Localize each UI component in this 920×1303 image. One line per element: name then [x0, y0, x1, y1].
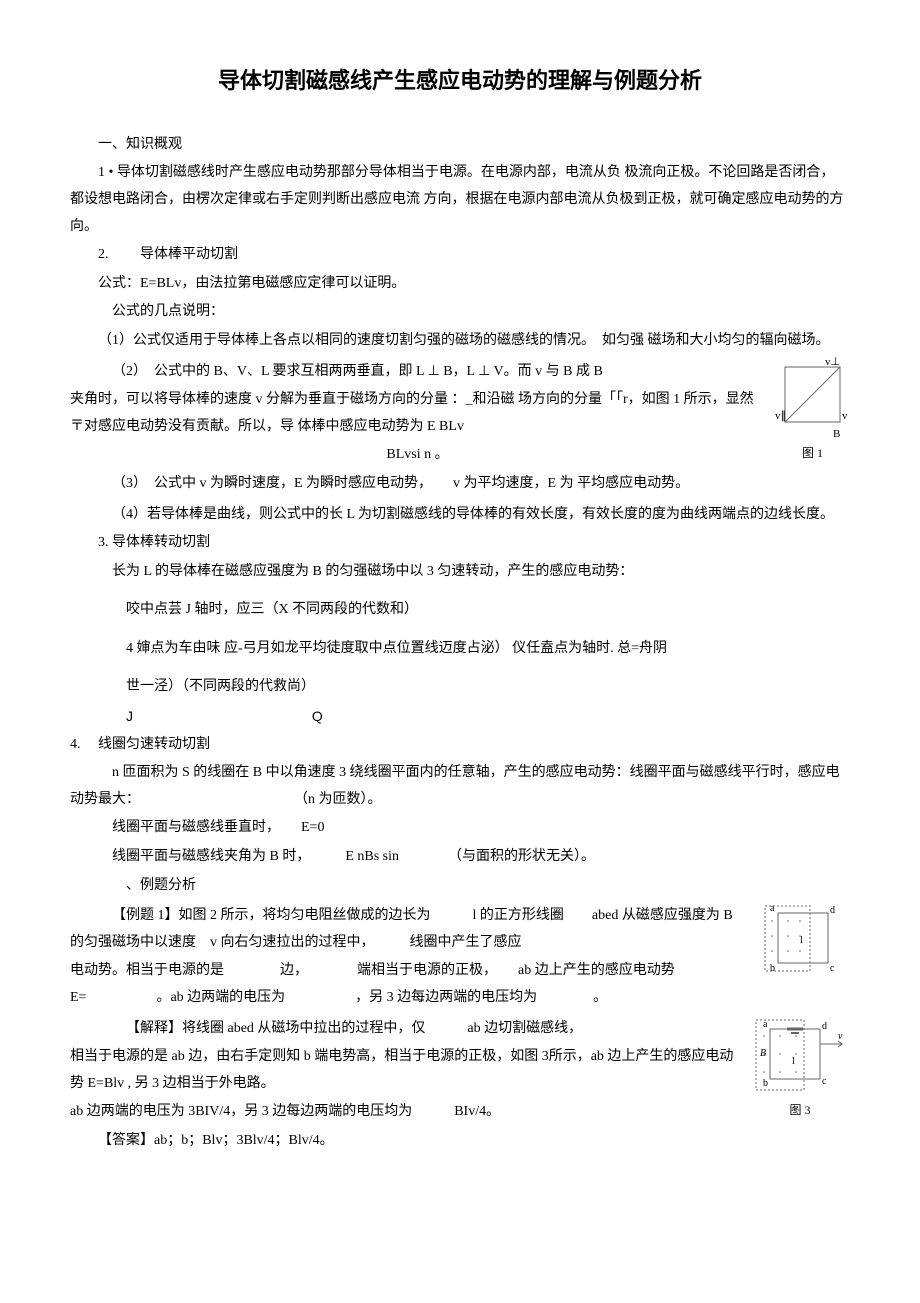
svg-text:a: a [763, 1019, 768, 1030]
explanation-row: 【解释】将线圈 abed 从磁场中拉出的过程中，仅 ab 边切割磁感线， 相当于… [70, 1014, 850, 1157]
answer-text: 【答案】ab；b；Blv；3Blv/4；Blv/4。 [70, 1128, 740, 1155]
figure-3-caption: 图 3 [750, 1099, 850, 1122]
example-1-row: 【例题 1】如图 2 所示，将均匀电阻丝做成的边长为 l 的正方形线圈 abed… [70, 901, 850, 1013]
paragraph: （4）若导体棒是曲线，则公式中的长 L 为切割磁感线的导体棒的有效长度，有效长度… [70, 502, 850, 529]
figure-2: a b c d l [760, 901, 850, 981]
svg-text:B: B [760, 1048, 766, 1059]
svg-text:v⊥: v⊥ [825, 357, 840, 368]
svg-text:a: a [770, 903, 775, 914]
list-label: 导体棒平动切割 [140, 247, 238, 262]
page-title: 导体切割磁感线产生感应电动势的理解与例题分析 [70, 60, 850, 102]
paragraph: 1 • 导体切割磁感线时产生感应电动势那部分导体相当于电源。在电源内部，电流从负… [70, 160, 850, 240]
svg-text:c: c [822, 1076, 827, 1087]
figure-3-svg: a b c d l B v [750, 1014, 850, 1099]
paragraph: 长为 L 的导体棒在磁感应强度为 B 的匀强磁场中以 3 匀速转动，产生的感应电… [70, 559, 850, 586]
list-number: 4. [70, 737, 81, 752]
paragraph: 夹角时，可以将导体棒的速度 v 分解为垂直于磁场方向的分量 ：_和沿磁 场方向的… [70, 387, 765, 440]
svg-text:l: l [792, 1056, 795, 1067]
paragraph: （3） 公式中 v 为瞬时速度，E 为瞬时感应电动势， v 为平均速度，E 为 … [70, 471, 765, 498]
example-1-blanks: 电动势。相当于电源的是 边， 端相当于电源的正极， ab 边上产生的感应电动势 … [70, 958, 750, 1011]
svg-text:v: v [842, 410, 848, 422]
svg-text:d: d [822, 1021, 827, 1032]
figure-1-svg: v⊥ v∥ v B [775, 357, 850, 442]
list-number: 2. [98, 247, 109, 262]
formula-line: 咬中点芸 J 轴时，应三（X 不同两段的代数和） [70, 597, 850, 624]
svg-text:v∥: v∥ [775, 410, 786, 422]
explanation-text: 【解释】将线圈 abed 从磁场中拉出的过程中，仅 ab 边切割磁感线， [70, 1016, 740, 1043]
svg-text:B: B [833, 428, 840, 440]
svg-text:b: b [763, 1078, 768, 1089]
list-label: 线圈匀速转动切割 [98, 737, 210, 752]
figure-1-row: （2） 公式中的 B、V、L 要求互相两两垂直，即 L ⊥ B，L ⊥ V。而 … [70, 357, 850, 500]
formula-line: J Q [70, 703, 850, 730]
explanation-text-3: ab 边两端的电压为 3BIV/4，另 3 边每边两端的电压均为 BIv/4。 [70, 1099, 740, 1126]
figure-1-caption: 图 1 [775, 442, 850, 465]
list-item-3: 3. 导体棒转动切割 [70, 530, 850, 557]
paragraph: 公式：E=BLv，由法拉第电磁感应定律可以证明。 [70, 271, 850, 298]
paragraph: 线圈平面与磁感线夹角为 B 时， E nBs sin （与面积的形状无关）。 [70, 844, 850, 871]
figure-1: v⊥ v∥ v B 图 1 [775, 357, 850, 465]
paragraph: 线圈平面与磁感线垂直时， E=0 [70, 815, 850, 842]
list-item-4: 4. 线圈匀速转动切割 [70, 732, 850, 759]
list-item-2: 2. 导体棒平动切割 [70, 242, 850, 269]
svg-text:v: v [838, 1031, 843, 1042]
paragraph: 公式的几点说明： [70, 299, 850, 326]
svg-text:d: d [830, 905, 835, 916]
paragraph: （2） 公式中的 B、V、L 要求互相两两垂直，即 L ⊥ B，L ⊥ V。而 … [70, 359, 765, 386]
svg-text:c: c [830, 963, 835, 974]
paragraph: （1）公式仅适用于导体棒上各点以相同的速度切割匀强的磁场的磁感线的情况。 如匀强… [70, 328, 850, 355]
formula-line: 4 婶点为车由味 应-弓月如龙平均徒度取中点位置线迈度占泌） 仪任盍点为轴时. … [70, 636, 850, 663]
formula-line: 世一泾）（不同两段的代救尚） [70, 674, 850, 701]
section-heading-1: 一、知识概观 [70, 132, 850, 159]
formula: BLvsi n 。 [70, 442, 765, 469]
example-1-text: 【例题 1】如图 2 所示，将均匀电阻丝做成的边长为 l 的正方形线圈 abed… [70, 903, 750, 956]
svg-text:b: b [770, 963, 775, 974]
paragraph: n 匝面积为 S 的线圈在 B 中以角速度 3 绕线圈平面内的任意轴，产生的感应… [70, 760, 850, 813]
explanation-text-2: 相当于电源的是 ab 边，由右手定则知 b 端电势高，相当于电源的正极，如图 3… [70, 1044, 740, 1097]
figure-2-svg: a b c d l [760, 901, 850, 981]
figure-3: a b c d l B v 图 3 [750, 1014, 850, 1122]
subsection-heading: 、例题分析 [70, 873, 850, 900]
